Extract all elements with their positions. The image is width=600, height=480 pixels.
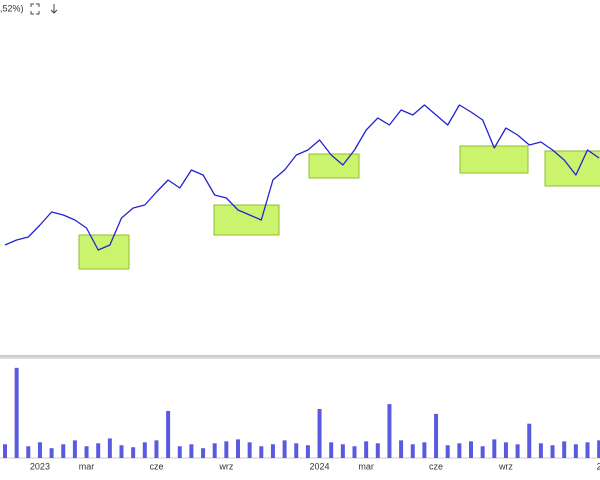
volume-bar (480, 446, 485, 458)
x-tick-label: 2 (597, 461, 600, 471)
volume-bar (340, 444, 345, 458)
volume-bar (585, 442, 590, 458)
volume-bar (142, 442, 147, 458)
highlight-box (544, 150, 600, 187)
volume-bar (352, 446, 357, 458)
volume-bar (131, 447, 136, 458)
highlight-box (213, 204, 280, 236)
volume-bar (107, 438, 112, 458)
volume-bar (154, 440, 159, 458)
volume-bar (469, 441, 473, 458)
x-tick-label: 2024 (310, 461, 330, 471)
x-tick-label: 2023 (30, 461, 50, 471)
x-tick-label: wrz (498, 461, 513, 471)
volume-bar (49, 448, 54, 458)
volume-bar (317, 409, 322, 458)
volume-bar (259, 446, 264, 458)
volume-bar (166, 410, 171, 458)
volume-bar (3, 444, 7, 458)
volume-bar (434, 413, 439, 458)
x-tick-label: cze (429, 461, 443, 471)
volume-bar (37, 442, 42, 458)
volume-bar (527, 423, 532, 458)
volume-bar (282, 440, 287, 458)
volume-bar (573, 444, 578, 458)
volume-bar (550, 445, 555, 458)
highlight-box (459, 145, 529, 174)
x-tick-label: mar (79, 461, 95, 471)
download-icon[interactable] (50, 4, 58, 14)
volume-bar (515, 444, 520, 458)
volume-bar (305, 445, 310, 458)
volume-bar (538, 443, 543, 458)
volume-bar (119, 445, 124, 458)
volume-bar (96, 443, 101, 458)
volume-bar (247, 442, 252, 458)
volume-bar (294, 443, 299, 458)
volume-bar (189, 444, 194, 458)
volume-bar (224, 441, 229, 458)
volume-bar (177, 446, 182, 458)
volume-bar (201, 448, 206, 458)
volume-bar (445, 445, 450, 458)
volume-bar (597, 440, 600, 458)
highlight-boxes (78, 145, 600, 270)
volume-bar (375, 443, 380, 458)
x-tick-label: mar (358, 461, 374, 471)
volume-bar (72, 440, 77, 458)
volume-bar (212, 443, 217, 458)
volume-bar (410, 444, 415, 458)
volume-bar (26, 446, 31, 458)
volume-bar (61, 444, 66, 458)
volume-bar (457, 443, 462, 458)
volume-bar (84, 446, 89, 458)
volume-bar (270, 444, 275, 458)
header-change: ,52%) (0, 3, 24, 13)
volume-bar (236, 439, 240, 458)
fullscreen-icon[interactable] (30, 3, 40, 15)
volume-bar (399, 440, 404, 458)
volume-bar (422, 442, 427, 458)
volume-bar (562, 441, 567, 458)
volume-bar (503, 442, 508, 458)
volume-bar (14, 367, 19, 458)
volume-bar (364, 441, 369, 458)
x-tick-label: cze (149, 461, 163, 471)
x-tick-label: wrz (218, 461, 233, 471)
highlight-box (78, 234, 130, 270)
price-line (4, 104, 600, 251)
volume-bar (492, 439, 497, 458)
volume-bar (387, 404, 392, 458)
volume-bar (329, 442, 334, 458)
